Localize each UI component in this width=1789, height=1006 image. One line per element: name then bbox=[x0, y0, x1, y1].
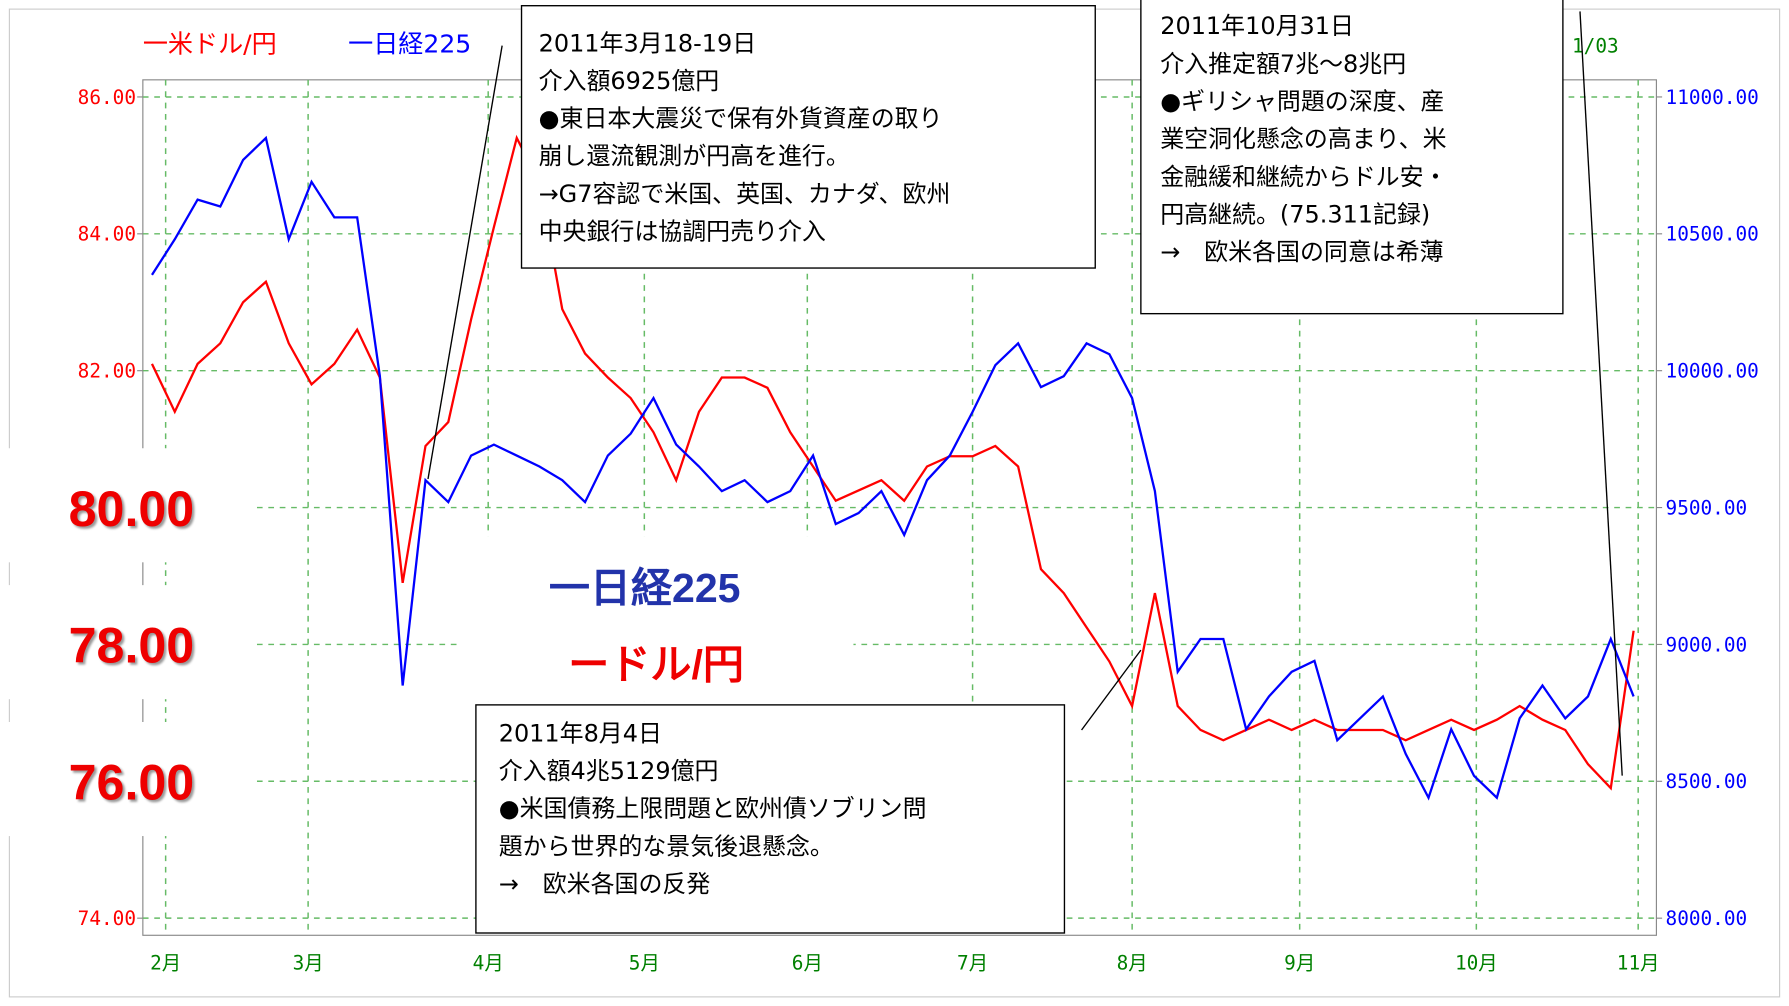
label-box bbox=[0, 585, 257, 700]
annotation-text: 金融緩和継続からドル安・ bbox=[1160, 163, 1447, 191]
leader-line bbox=[1579, 11, 1623, 776]
x-tick-label: 3月 bbox=[293, 952, 324, 975]
y2-tick-label: 10000.00 bbox=[1666, 360, 1759, 383]
annotation-text: →G7容認で米国、英国、カナダ、欧州 bbox=[539, 180, 951, 208]
annotation-text: ●ギリシャ問題の深度、産 bbox=[1160, 87, 1444, 115]
annotation-text: ●東日本大震災で保有外貨資産の取り bbox=[539, 105, 943, 133]
annotation-text: 2011年8月4日 bbox=[499, 719, 662, 747]
legend-entry: 一米ドル/円 bbox=[143, 29, 277, 58]
y-tick-label: 74.00 bbox=[78, 907, 136, 930]
legend-overlay: ードル/円 bbox=[568, 642, 744, 688]
annotation-text: 中央銀行は協調円売り介入 bbox=[539, 218, 826, 246]
series-line bbox=[150, 134, 1635, 791]
annotation-text: ●米国債務上限問題と欧州債ソブリン問 bbox=[499, 795, 927, 823]
y-tick-label: 76.00 bbox=[69, 755, 195, 811]
y-tick-label: 82.00 bbox=[78, 360, 136, 383]
y-tick-label: 80.00 bbox=[69, 481, 195, 537]
y-tick-label: 84.00 bbox=[78, 223, 136, 246]
annotation-text: 2011年10月31日 bbox=[1160, 12, 1354, 40]
x-tick-label: 2月 bbox=[150, 952, 181, 975]
annotation-text: 円高継続。(75.311記録) bbox=[1160, 200, 1430, 228]
series-line bbox=[151, 135, 1635, 801]
annotation-text: 業空洞化懸念の高まり、米 bbox=[1160, 125, 1446, 153]
annotation-text: 崩し還流観測が円高を進行。 bbox=[539, 142, 850, 170]
legend-box bbox=[459, 536, 854, 702]
x-tick-label: 11月 bbox=[1617, 952, 1660, 975]
annotation-text: 介入額6925億円 bbox=[539, 67, 720, 95]
label-box bbox=[0, 721, 257, 837]
x-tick-label: 4月 bbox=[473, 952, 504, 975]
legend-overlay: 一日経225 bbox=[549, 565, 741, 611]
label-box bbox=[0, 448, 257, 563]
y2-tick-label: 9500.00 bbox=[1666, 496, 1748, 519]
annotation-text: 2011年3月18-19日 bbox=[539, 29, 757, 57]
leader-line bbox=[1081, 649, 1142, 731]
legend-entry: 一日経225 bbox=[348, 29, 471, 58]
annotation-text: → 欧米各国の同意は希薄 bbox=[1160, 238, 1443, 266]
y2-tick-label: 8000.00 bbox=[1666, 907, 1748, 930]
annotation-text: 題から世界的な景気後退懸念。 bbox=[499, 832, 834, 860]
annotation-text: 介入推定額7兆～8兆円 bbox=[1160, 50, 1406, 78]
y-tick-label: 78.00 bbox=[69, 618, 195, 674]
corner-label: 1/03 bbox=[1572, 34, 1619, 57]
y2-tick-label: 9000.00 bbox=[1666, 633, 1748, 656]
x-tick-label: 8月 bbox=[1117, 952, 1148, 975]
annotation-box bbox=[1140, 0, 1564, 315]
leader-line bbox=[427, 45, 503, 480]
y2-tick-label: 10500.00 bbox=[1666, 223, 1759, 246]
annotation-box bbox=[520, 5, 1096, 269]
y-tick-label: 86.00 bbox=[78, 86, 136, 109]
x-tick-label: 6月 bbox=[792, 952, 823, 975]
annotation-text: 介入額4兆5129億円 bbox=[499, 757, 719, 785]
annotation-text: → 欧米各国の反発 bbox=[499, 870, 711, 898]
annotation-box bbox=[475, 704, 1066, 934]
y2-tick-label: 8500.00 bbox=[1666, 770, 1748, 793]
x-tick-label: 9月 bbox=[1284, 952, 1315, 975]
y2-tick-label: 11000.00 bbox=[1666, 86, 1759, 109]
x-tick-label: 10月 bbox=[1455, 952, 1498, 975]
x-tick-label: 5月 bbox=[629, 952, 660, 975]
x-tick-label: 7月 bbox=[957, 952, 988, 975]
